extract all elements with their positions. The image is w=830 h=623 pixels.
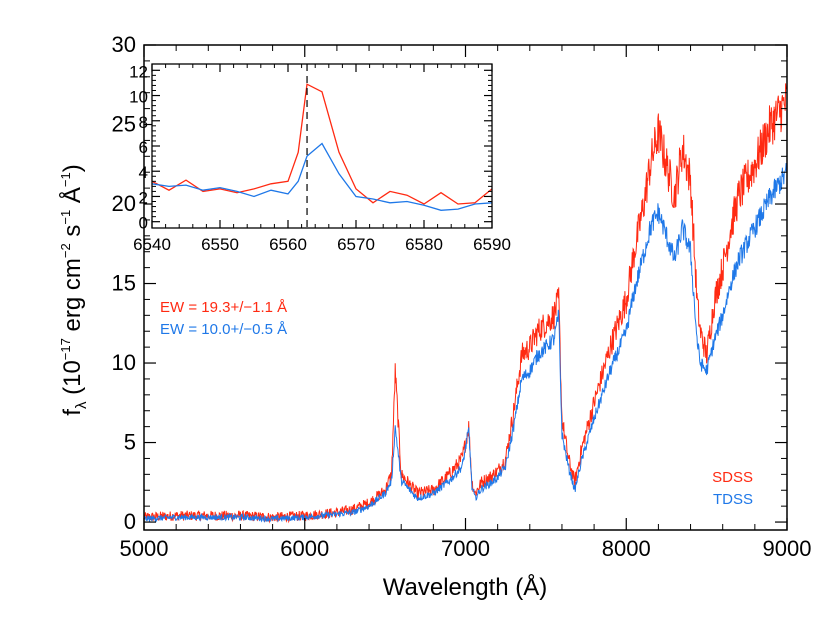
y-label-lambda: λ bbox=[73, 401, 90, 409]
x-tick-label: 6540 bbox=[133, 235, 171, 254]
x-tick-label: 8000 bbox=[602, 536, 651, 561]
x-tick-label: 5000 bbox=[120, 536, 169, 561]
legend-label-sdss: SDSS bbox=[712, 469, 753, 486]
y-tick-label: 15 bbox=[112, 271, 136, 296]
y-label-angstrom: Å bbox=[58, 187, 86, 210]
inset-tick-group: 6540 6550 6560 6570 6580 6590 0 2 4 6 8 10 12 bbox=[129, 62, 511, 254]
main-series-group bbox=[143, 83, 788, 524]
y-tick-label: 0 bbox=[124, 509, 136, 534]
x-tick-label: 6590 bbox=[473, 235, 511, 254]
y-label-erg: erg cm bbox=[59, 258, 86, 338]
x-tick-label: 9000 bbox=[763, 536, 812, 561]
y-tick-label: 5 bbox=[124, 430, 136, 455]
inset-plot: 6540 6550 6560 6570 6580 6590 0 2 4 6 8 10 12 bbox=[129, 62, 511, 254]
x-tick-label: 6570 bbox=[337, 235, 375, 254]
y-label-exp-1b: −1 bbox=[58, 172, 73, 187]
x-tick-label: 7000 bbox=[441, 536, 490, 561]
y-tick-label: 25 bbox=[112, 112, 136, 137]
ew-annotation-tdss: EW = 10.0+/−0.5 Å bbox=[160, 321, 287, 338]
y-tick-label: 0 bbox=[139, 214, 148, 233]
inset-background bbox=[152, 64, 492, 228]
y-tick-label: 30 bbox=[112, 32, 136, 57]
x-tick-label: 6580 bbox=[405, 235, 443, 254]
y-label-open: (10 bbox=[59, 360, 86, 401]
x-tick-label: 6000 bbox=[280, 536, 329, 561]
x-axis-label: Wavelength (Å) bbox=[383, 573, 548, 601]
x-tick-label: 6550 bbox=[201, 235, 239, 254]
series-line-tdss bbox=[143, 162, 788, 524]
y-label-exp-2: −2 bbox=[58, 243, 73, 258]
y-tick-label: 8 bbox=[139, 113, 148, 132]
y-tick-label: 10 bbox=[112, 350, 136, 375]
y-tick-label: 6 bbox=[139, 138, 148, 157]
inset-series-line-sdss bbox=[151, 83, 493, 205]
y-label-close: ) bbox=[59, 164, 86, 172]
legend-label-tdss: TDSS bbox=[713, 491, 753, 508]
y-tick-label: 2 bbox=[139, 188, 148, 207]
ew-annotation-sdss: EW = 19.3+/−1.1 Å bbox=[160, 299, 287, 316]
y-tick-label: 10 bbox=[129, 88, 148, 107]
inset-series-line-tdss bbox=[151, 142, 493, 211]
y-tick-label: 4 bbox=[139, 163, 148, 182]
y-tick-label: 20 bbox=[112, 191, 136, 216]
y-label-s: s bbox=[59, 225, 86, 244]
y-label-exp-17: −17 bbox=[58, 338, 73, 360]
y-axis-label: fλ (10−17 erg cm−2 s−1 Å−1) bbox=[58, 164, 90, 415]
inset-series-group bbox=[151, 83, 493, 211]
y-label-f: f bbox=[59, 409, 86, 416]
y-label-exp-1a: −1 bbox=[58, 210, 73, 225]
y-tick-label: 12 bbox=[129, 62, 148, 81]
x-tick-label: 6560 bbox=[269, 235, 307, 254]
